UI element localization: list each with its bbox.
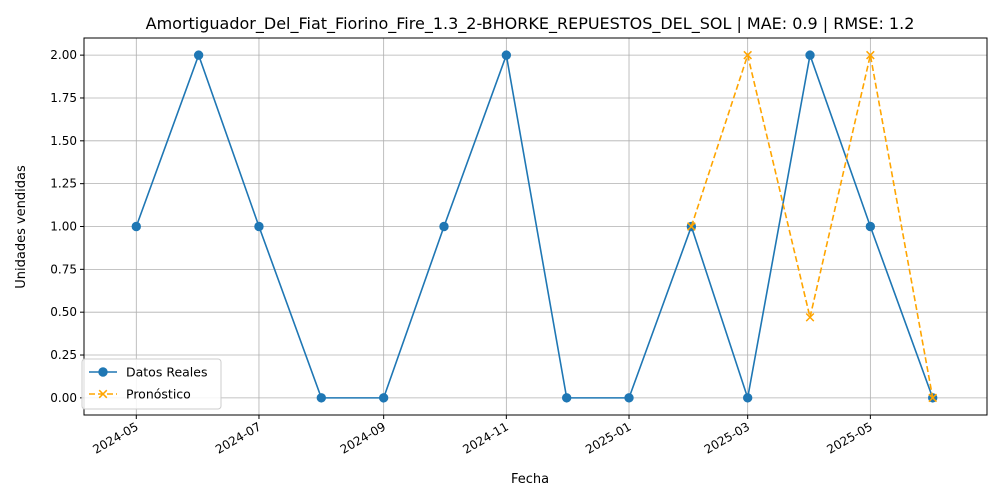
y-tick-label: 1.75: [50, 91, 77, 105]
y-axis-label: Unidades vendidas: [14, 165, 29, 289]
y-tick-label: 2.00: [50, 48, 77, 62]
legend-label: Pronóstico: [126, 387, 191, 402]
chart-title: Amortiguador_Del_Fiat_Fiorino_Fire_1.3_2…: [146, 14, 915, 34]
y-tick-label: 1.25: [50, 177, 77, 191]
data-point: [624, 393, 634, 403]
data-point: [866, 50, 875, 60]
series-pronostico: [687, 50, 938, 403]
y-tick-label: 1.50: [50, 134, 77, 148]
y-tick-label: 0.00: [50, 391, 77, 405]
y-axis: 0.00 0.25 0.50 0.75 1.00 1.25 1.50 1.75 2.00: [50, 48, 84, 405]
series-line: [135, 52, 934, 399]
y-tick-label: 0.25: [50, 348, 77, 362]
legend-marker: [98, 389, 108, 399]
data-point: [687, 222, 696, 231]
y-tick-label: 0.75: [50, 262, 77, 276]
x-axis-label: Fecha: [511, 472, 549, 487]
y-tick-label: 0.50: [50, 305, 77, 319]
data-point: [805, 312, 815, 322]
data-point: [928, 393, 938, 403]
data-point: [742, 393, 753, 403]
data-point: [131, 221, 141, 232]
data-point: [439, 221, 449, 232]
data-point: [561, 393, 572, 403]
data-point: [193, 50, 204, 60]
data-point: [805, 50, 815, 60]
data-point: [254, 221, 264, 232]
data-point: [501, 50, 512, 60]
data-point: [743, 50, 753, 60]
series-line: [690, 52, 934, 399]
legend-marker: [98, 367, 108, 377]
data-point: [865, 221, 876, 232]
grid: [84, 38, 987, 415]
data-point: [378, 393, 389, 403]
legend-label: Datos Reales: [126, 365, 207, 380]
legend: Datos Reales Pronóstico: [81, 358, 222, 410]
data-point: [316, 393, 327, 403]
series-layer: [131, 50, 938, 403]
y-tick-label: 1.00: [50, 220, 77, 234]
